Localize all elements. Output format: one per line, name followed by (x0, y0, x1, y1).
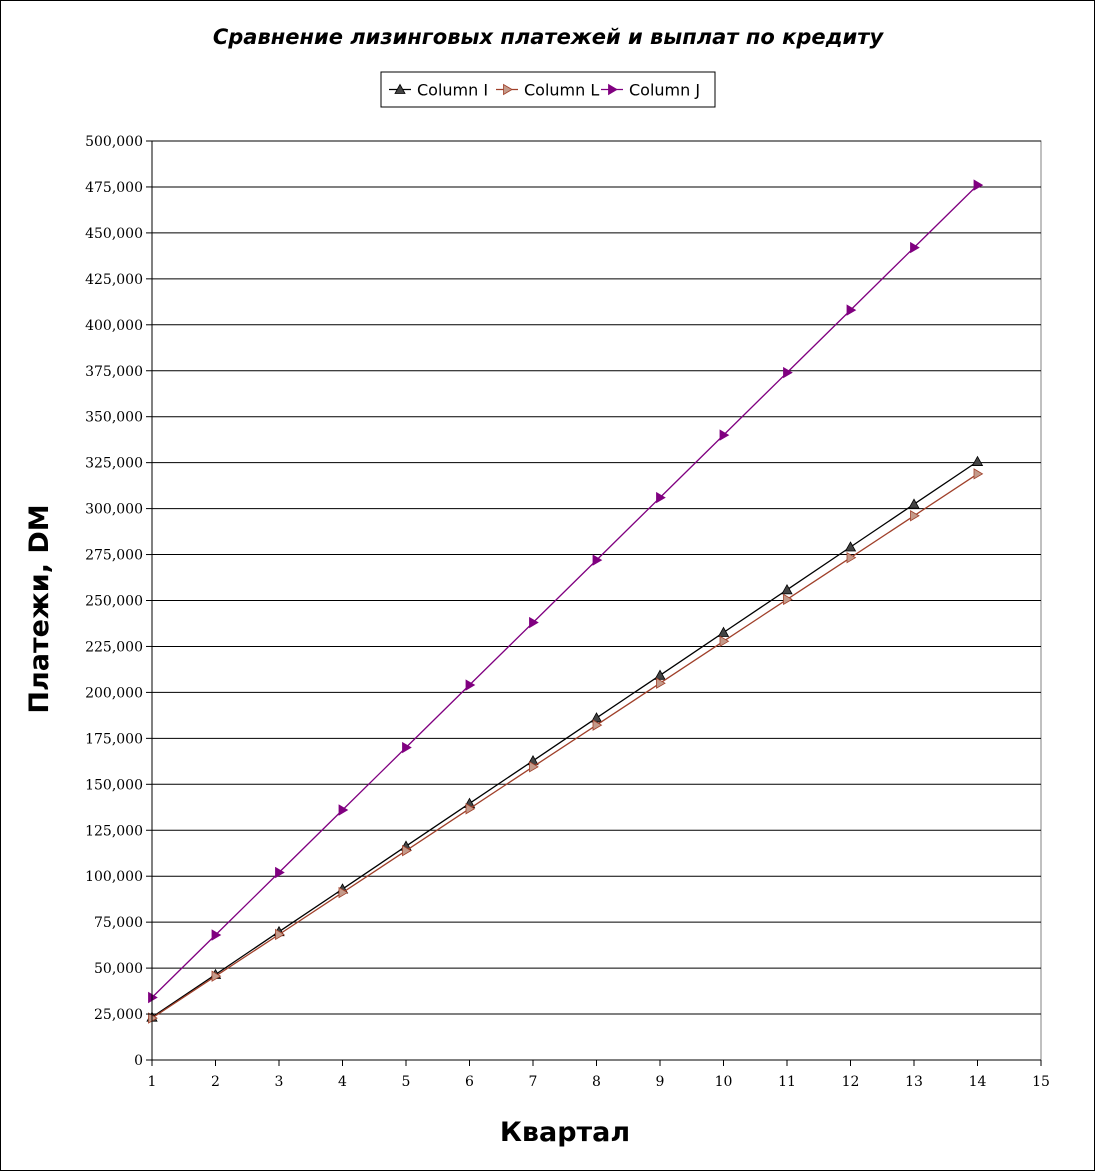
data-point (465, 679, 476, 691)
y-tick-label: 325,000 (85, 456, 143, 472)
data-point (719, 635, 730, 648)
x-tick-label: 10 (715, 1074, 733, 1090)
y-tick-label: 0 (134, 1053, 143, 1069)
y-tick-label: 200,000 (85, 685, 143, 701)
data-point (783, 593, 793, 606)
data-point (783, 366, 793, 379)
data-point (211, 929, 222, 941)
x-tick-label: 14 (969, 1074, 987, 1090)
data-point (592, 554, 603, 566)
x-tick-label: 11 (778, 1074, 796, 1090)
y-tick-label: 275,000 (85, 548, 143, 564)
y-tick-label: 350,000 (85, 410, 143, 426)
series-line-column-l (151, 473, 978, 1019)
y-tick-label: 475,000 (85, 180, 143, 196)
data-point (971, 455, 984, 466)
data-point (148, 991, 158, 1004)
y-tick-label: 150,000 (85, 777, 143, 793)
data-point (656, 491, 666, 504)
x-tick-label: 7 (529, 1074, 538, 1090)
y-tick-label: 500,000 (85, 134, 143, 150)
data-point (338, 886, 349, 899)
data-point (529, 761, 539, 773)
y-tick-label: 250,000 (85, 594, 143, 610)
data-point (338, 804, 349, 816)
legend-box (380, 71, 716, 108)
legend-marker (503, 83, 513, 96)
data-point (654, 669, 666, 680)
legend-marker (608, 83, 618, 96)
legend-marker (394, 83, 406, 94)
data-point (148, 1012, 158, 1024)
data-point (211, 970, 222, 982)
y-tick-label: 400,000 (85, 318, 143, 334)
data-point (973, 179, 984, 191)
y-tick-label: 100,000 (85, 869, 143, 885)
data-point (529, 616, 539, 629)
data-point (402, 741, 412, 754)
y-tick-label: 25,000 (94, 1007, 143, 1023)
gridlines (152, 140, 1041, 1015)
legend-entry: Column I (417, 81, 488, 100)
data-point (910, 510, 920, 522)
legend-entry: Column L (524, 81, 599, 100)
x-axis-title: Квартал (500, 1117, 630, 1148)
data-point (275, 928, 285, 941)
data-point (275, 866, 285, 879)
data-point (465, 803, 476, 815)
y-tick-label: 375,000 (85, 364, 143, 380)
y-tick-label: 75,000 (94, 915, 143, 931)
data-point (908, 498, 920, 509)
data-point (402, 844, 412, 857)
legend: Column I Column L Column J (380, 71, 716, 108)
x-tick-label: 15 (1032, 1074, 1050, 1090)
x-tick-label: 5 (402, 1074, 411, 1090)
y-tick-label: 300,000 (85, 502, 143, 518)
x-tick-label: 4 (338, 1074, 347, 1090)
x-tick-label: 3 (275, 1074, 284, 1090)
chart-title: Сравнение лизинговых платежей и выплат п… (213, 25, 885, 49)
x-tick-label: 12 (842, 1074, 860, 1090)
data-point (844, 541, 857, 552)
y-tick-label: 50,000 (94, 961, 143, 977)
y-axis-title: Платежи, DM (24, 504, 55, 713)
data-point (846, 551, 857, 564)
y-tick-label: 450,000 (85, 226, 143, 242)
series-line-column-i (151, 460, 978, 1018)
x-tick-label: 6 (465, 1074, 474, 1090)
y-tick-label: 175,000 (85, 731, 143, 747)
data-point (973, 468, 984, 480)
data-point (592, 719, 603, 731)
x-tick-label: 13 (905, 1074, 923, 1090)
y-tick-label: 125,000 (85, 823, 143, 839)
data-point (717, 626, 730, 637)
x-tick-label: 1 (148, 1074, 157, 1090)
y-tick-label: 425,000 (85, 272, 143, 288)
x-tick-label: 8 (592, 1074, 601, 1090)
y-tick-label: 225,000 (85, 639, 143, 655)
data-point (656, 677, 666, 689)
axes: 0 25,000 50,000 75,000 100,000 125,000 150,000… (85, 134, 1050, 1090)
data-point (719, 429, 730, 441)
data-point (781, 584, 793, 595)
legend-entry: Column J (629, 81, 700, 100)
data-point (846, 304, 857, 316)
series-line-column-j (151, 184, 978, 998)
x-tick-label: 2 (211, 1074, 220, 1090)
data-point (910, 241, 920, 254)
x-tick-label: 9 (656, 1074, 665, 1090)
